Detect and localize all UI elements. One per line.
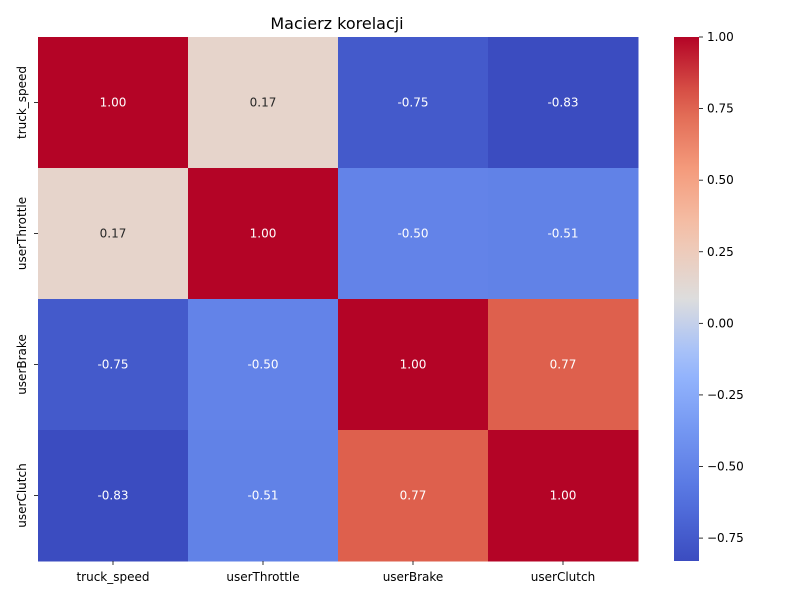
heatmap-cell	[38, 430, 189, 562]
heatmap-cell	[338, 299, 489, 431]
x-tick-label: truck_speed	[76, 570, 149, 584]
heatmap-cell	[188, 37, 339, 169]
heatmap-cell-labels: 1.00 0.17 -0.75 -0.83 0.17 1.00 -0.50 -0.51 -0.7…	[97, 96, 578, 503]
heatmap-cells	[38, 37, 639, 562]
heatmap-cell	[338, 37, 489, 169]
y-tick-label: userThrottle	[15, 197, 29, 270]
cell-value-label: 1.00	[550, 489, 577, 503]
colorbar-tick-label: 1.00	[707, 30, 734, 44]
heatmap-cell	[188, 168, 339, 300]
x-tick-label: userThrottle	[226, 570, 299, 584]
cell-value-label: -0.75	[97, 358, 128, 372]
heatmap-cell	[38, 37, 189, 169]
colorbar-axis: 1.00 0.75 0.50 0.25 0.00 −0.25 −0.50 −0.75	[699, 30, 744, 545]
cell-value-label: 0.77	[550, 358, 577, 372]
heatmap-cell	[338, 430, 489, 562]
x-axis: truck_speed userThrottle userBrake userClut…	[76, 561, 595, 584]
chart-title: Macierz korelacji	[270, 14, 403, 33]
colorbar-tick-label: −0.50	[707, 460, 744, 474]
cell-value-label: 1.00	[100, 96, 127, 110]
heatmap-cell	[188, 430, 339, 562]
colorbar-tick-label: 0.25	[707, 245, 734, 259]
cell-value-label: -0.75	[397, 96, 428, 110]
colorbar-tick-label: 0.50	[707, 173, 734, 187]
cell-value-label: -0.50	[247, 358, 278, 372]
colorbar-gradient	[674, 37, 699, 561]
heatmap-cell	[38, 299, 189, 431]
cell-value-label: 0.17	[100, 227, 127, 241]
y-tick-label: userClutch	[15, 463, 29, 527]
y-axis: truck_speed userThrottle userBrake userClut…	[15, 66, 38, 528]
x-tick-label: userClutch	[531, 570, 595, 584]
cell-value-label: 1.00	[250, 227, 277, 241]
x-tick-label: userBrake	[383, 570, 444, 584]
y-tick-label: truck_speed	[15, 66, 29, 139]
heatmap-cell	[488, 37, 639, 169]
cell-value-label: 0.77	[400, 489, 427, 503]
colorbar-tick-label: −0.75	[707, 531, 744, 545]
cell-value-label: -0.51	[547, 227, 578, 241]
heatmap-cell	[188, 299, 339, 431]
cell-value-label: -0.50	[397, 227, 428, 241]
heatmap-cell	[38, 168, 189, 300]
cell-value-label: -0.83	[97, 489, 128, 503]
heatmap-cell	[338, 168, 489, 300]
colorbar	[674, 37, 699, 561]
cell-value-label: -0.51	[247, 489, 278, 503]
colorbar-tick-label: 0.00	[707, 316, 734, 330]
heatmap-cell	[488, 168, 639, 300]
heatmap-cell	[488, 299, 639, 431]
cell-value-label: 1.00	[400, 358, 427, 372]
cell-value-label: 0.17	[250, 96, 277, 110]
colorbar-tick-label: 0.75	[707, 102, 734, 116]
cell-value-label: -0.83	[547, 96, 578, 110]
colorbar-tick-label: −0.25	[707, 388, 744, 402]
y-tick-label: userBrake	[15, 334, 29, 395]
heatmap-cell	[488, 430, 639, 562]
